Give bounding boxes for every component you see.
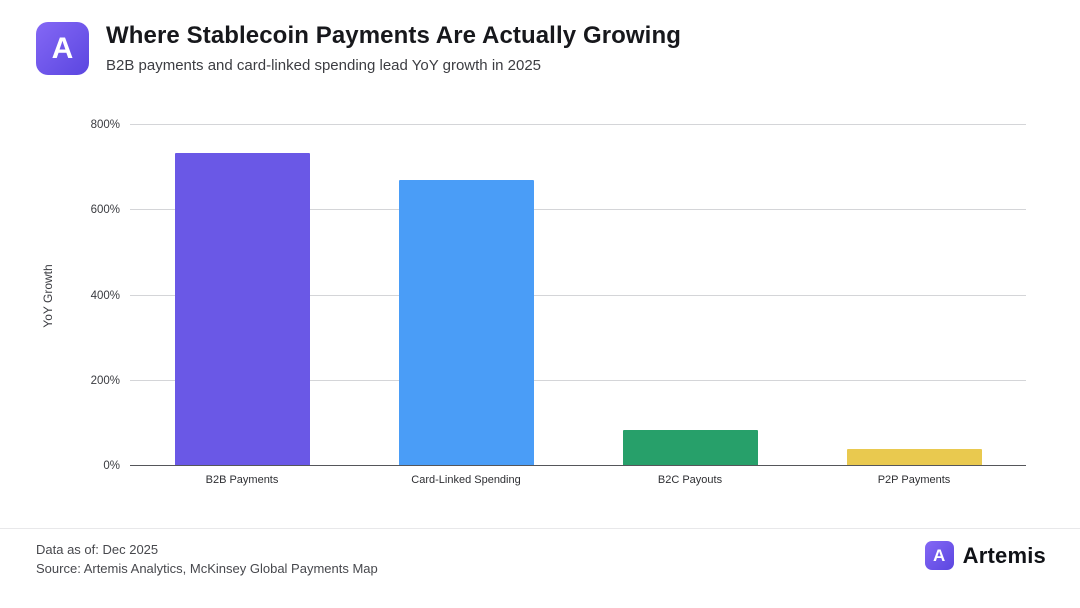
plot-area: 0% 200% 400% 600% 800% (91, 119, 1026, 472)
page-title: Where Stablecoin Payments Are Actually G… (106, 22, 681, 49)
brand-wordmark: Artemis (962, 542, 1046, 568)
x-category-label: B2B Payments (205, 474, 279, 486)
bar-slot (802, 125, 1026, 466)
x-category-label: B2C Payouts (657, 474, 723, 486)
header: A Where Stablecoin Payments Are Actually… (36, 22, 681, 75)
x-axis-labels: B2B Payments Card-Linked Spending B2C Payo… (130, 474, 1026, 486)
y-tick-label: 200% (90, 374, 120, 387)
bar-slot (578, 125, 802, 466)
footer-divider (0, 528, 1080, 529)
gridline (130, 124, 1026, 125)
y-tick-label: 600% (90, 204, 120, 217)
bar-p2p-payments (846, 448, 982, 466)
artemis-logo-icon: A (36, 22, 89, 75)
bar-card-linked-spending (398, 180, 534, 466)
bar-slot (354, 125, 578, 466)
artemis-brand-letter: A (933, 546, 946, 565)
x-axis-line (130, 464, 1026, 466)
y-axis-label: YoY Growth (41, 264, 55, 328)
source-text: Source: Artemis Analytics, McKinsey Glob… (36, 561, 378, 576)
footer-notes: Data as of: Dec 2025 Source: Artemis Ana… (36, 540, 378, 578)
bars-row (130, 125, 1026, 466)
brand-lockup: A Artemis (924, 541, 1046, 570)
header-text: Where Stablecoin Payments Are Actually G… (106, 22, 681, 74)
page-subtitle: B2B payments and card-linked spending le… (106, 57, 542, 74)
gridline (130, 379, 1026, 381)
artemis-logo-letter: A (51, 31, 74, 65)
y-tick-label: 800% (90, 119, 120, 131)
bar-slot (130, 125, 354, 466)
x-category-label: P2P Payments (877, 474, 951, 486)
bar-b2b-payments (174, 152, 310, 466)
gridline (130, 294, 1026, 296)
x-category-label: Card-Linked Spending (411, 474, 521, 486)
data-as-of-text: Data as of: Dec 2025 (36, 542, 159, 557)
bar-b2c-payouts (622, 429, 758, 466)
y-tick-label: 400% (90, 289, 120, 302)
gridline (130, 209, 1026, 211)
y-tick-label: 0% (103, 460, 120, 472)
artemis-brand-icon: A (924, 541, 954, 570)
